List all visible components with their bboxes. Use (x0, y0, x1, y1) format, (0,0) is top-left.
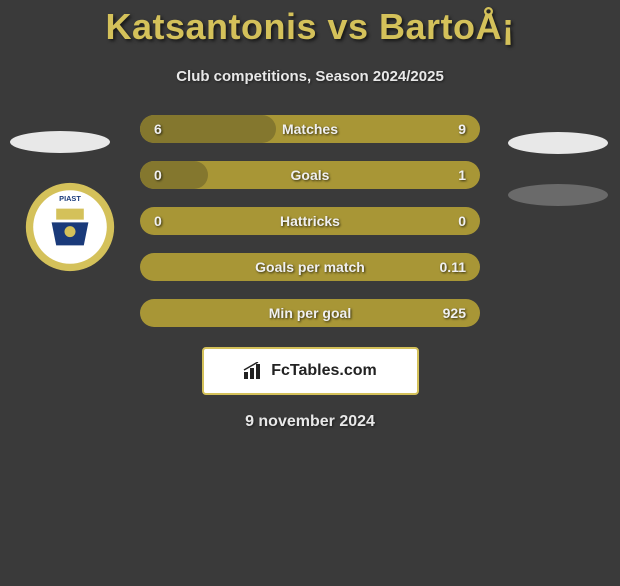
stat-label: Min per goal (140, 305, 480, 321)
stat-right-value: 0.11 (440, 259, 466, 275)
club-right-placeholder (508, 184, 608, 206)
stat-row: Goals per match 0.11 (140, 253, 480, 281)
stats-rows: 6 Matches 9 0 Goals 1 0 Hattricks 0 Goal… (140, 115, 480, 327)
stat-label: Goals per match (140, 259, 480, 275)
player-left-icon (10, 131, 110, 153)
stat-right-value: 925 (443, 305, 466, 321)
source-badge-label: FcTables.com (271, 362, 377, 380)
stat-right-value: 0 (458, 213, 466, 229)
club-left-logo: PIAST (23, 181, 117, 273)
stat-right-value: 9 (458, 121, 466, 137)
stat-row: Min per goal 925 (140, 299, 480, 327)
stat-label: Matches (140, 121, 480, 137)
chart-icon (243, 362, 265, 380)
stat-row: 6 Matches 9 (140, 115, 480, 143)
page-title: Katsantonis vs BartoÅ¡ (0, 6, 620, 48)
stat-row: 0 Goals 1 (140, 161, 480, 189)
stat-right-value: 1 (458, 167, 466, 183)
svg-text:PIAST: PIAST (59, 194, 81, 203)
date-label: 9 november 2024 (0, 413, 620, 431)
source-badge[interactable]: FcTables.com (202, 347, 419, 395)
stat-label: Goals (140, 167, 480, 183)
subtitle: Club competitions, Season 2024/2025 (0, 68, 620, 85)
stat-row: 0 Hattricks 0 (140, 207, 480, 235)
stat-label: Hattricks (140, 213, 480, 229)
player-right-icon (508, 132, 608, 154)
